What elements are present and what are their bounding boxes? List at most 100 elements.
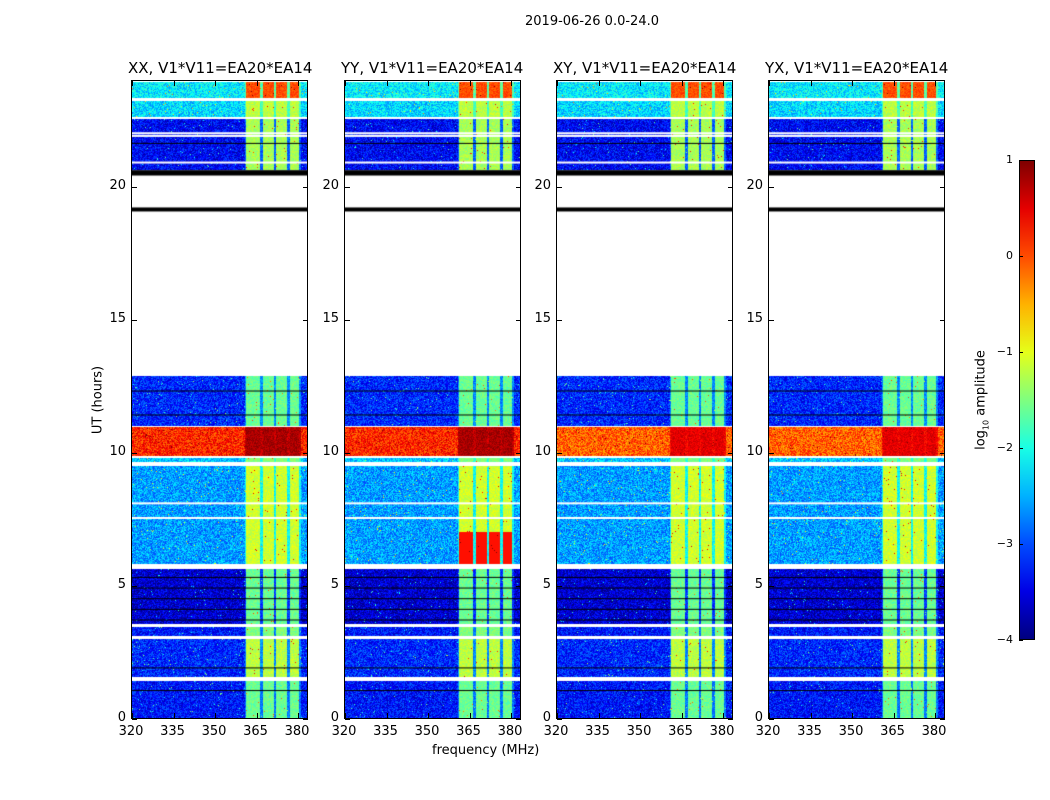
x-tick	[298, 81, 299, 86]
x-tick	[511, 81, 512, 86]
x-tick	[769, 713, 770, 718]
x-tick	[132, 81, 133, 86]
x-tick	[511, 713, 512, 718]
x-tick-label: 380	[709, 724, 735, 739]
x-tick	[893, 81, 895, 86]
y-tick	[516, 319, 521, 321]
colorbar-tick	[1019, 448, 1023, 449]
x-tick-label: 380	[284, 724, 310, 739]
x-tick	[428, 81, 429, 86]
x-tick	[681, 81, 683, 86]
x-tick-label: 365	[668, 724, 693, 739]
heatmap-canvas	[557, 81, 732, 718]
x-tick	[598, 713, 600, 718]
y-tick	[303, 186, 308, 188]
y-tick-label: 10	[322, 443, 339, 459]
y-tick	[516, 186, 521, 188]
y-tick	[132, 319, 137, 321]
x-tick-label: 350	[838, 724, 864, 739]
x-tick	[640, 81, 641, 86]
y-tick	[769, 452, 774, 454]
x-tick	[723, 713, 724, 718]
y-tick	[345, 452, 350, 454]
x-tick-label: 335	[797, 724, 822, 739]
y-tick	[769, 585, 774, 587]
y-tick-label: 15	[109, 310, 126, 326]
colorbar-label-rest: amplitude	[973, 350, 989, 420]
heatmap-canvas	[345, 81, 520, 718]
y-tick-label: 20	[534, 177, 551, 193]
y-tick	[769, 186, 774, 188]
x-tick-label: 365	[243, 724, 268, 739]
y-tick	[345, 186, 350, 188]
y-tick	[557, 719, 562, 720]
y-tick-label: 15	[322, 310, 339, 326]
y-tick	[132, 452, 137, 454]
x-tick-label: 350	[201, 724, 227, 739]
x-tick	[132, 713, 133, 718]
y-tick-label: 5	[542, 576, 551, 592]
x-tick	[215, 81, 216, 86]
x-tick	[852, 713, 853, 718]
x-tick	[386, 713, 388, 718]
colorbar-tick	[1019, 256, 1023, 257]
x-tick	[256, 81, 258, 86]
y-tick	[516, 585, 521, 587]
x-tick-label: 365	[456, 724, 481, 739]
x-tick-label: 350	[414, 724, 440, 739]
x-tick-label: 380	[497, 724, 523, 739]
x-tick	[469, 713, 471, 718]
figure-suptitle: 2019-06-26 0.0-24.0	[525, 14, 659, 29]
y-tick-label: 5	[117, 576, 126, 592]
y-tick	[303, 585, 308, 587]
y-tick	[728, 452, 733, 454]
y-tick	[557, 186, 562, 188]
x-tick-label: 320	[331, 724, 357, 739]
y-tick	[769, 719, 774, 720]
y-tick-label: 5	[754, 576, 763, 592]
colorbar-label-log: log	[973, 430, 989, 450]
heatmap-canvas	[132, 81, 307, 718]
x-tick	[256, 713, 258, 718]
y-tick	[940, 585, 945, 587]
y-tick	[557, 585, 562, 587]
y-tick	[557, 452, 562, 454]
y-tick-label: 5	[330, 576, 339, 592]
y-tick	[728, 719, 733, 720]
y-tick	[557, 319, 562, 321]
y-tick-label: 0	[330, 710, 339, 725]
x-tick-label: 335	[585, 724, 610, 739]
colorbar-label-sub: 10	[981, 419, 991, 431]
colorbar	[1019, 160, 1035, 640]
x-tick	[428, 713, 429, 718]
x-tick	[557, 81, 558, 86]
y-tick-label: 0	[542, 710, 551, 725]
waterfall-panel	[556, 80, 733, 720]
x-tick	[723, 81, 724, 86]
x-tick	[852, 81, 853, 86]
y-tick-label: 15	[534, 310, 551, 326]
y-tick	[303, 319, 308, 321]
y-tick-label: 0	[117, 710, 126, 725]
y-tick	[132, 186, 137, 188]
y-tick	[345, 719, 350, 720]
panel-title: YY, V1*V11=EA20*EA14	[341, 59, 524, 77]
y-tick	[516, 719, 521, 720]
y-tick	[940, 452, 945, 454]
y-tick	[345, 319, 350, 321]
x-tick-label: 320	[118, 724, 144, 739]
colorbar-tick-label: −1	[996, 345, 1013, 358]
y-tick	[303, 719, 308, 720]
x-tick	[640, 713, 641, 718]
x-tick	[935, 81, 936, 86]
y-tick-label: 10	[746, 443, 763, 459]
x-tick	[681, 713, 683, 718]
waterfall-panel	[131, 80, 308, 720]
waterfall-panel	[344, 80, 521, 720]
y-tick	[728, 319, 733, 321]
x-tick-label: 335	[373, 724, 398, 739]
y-tick	[345, 585, 350, 587]
colorbar-tick-label: −2	[996, 441, 1013, 454]
y-tick	[769, 319, 774, 321]
colorbar-tick-label: 1	[1006, 153, 1013, 166]
